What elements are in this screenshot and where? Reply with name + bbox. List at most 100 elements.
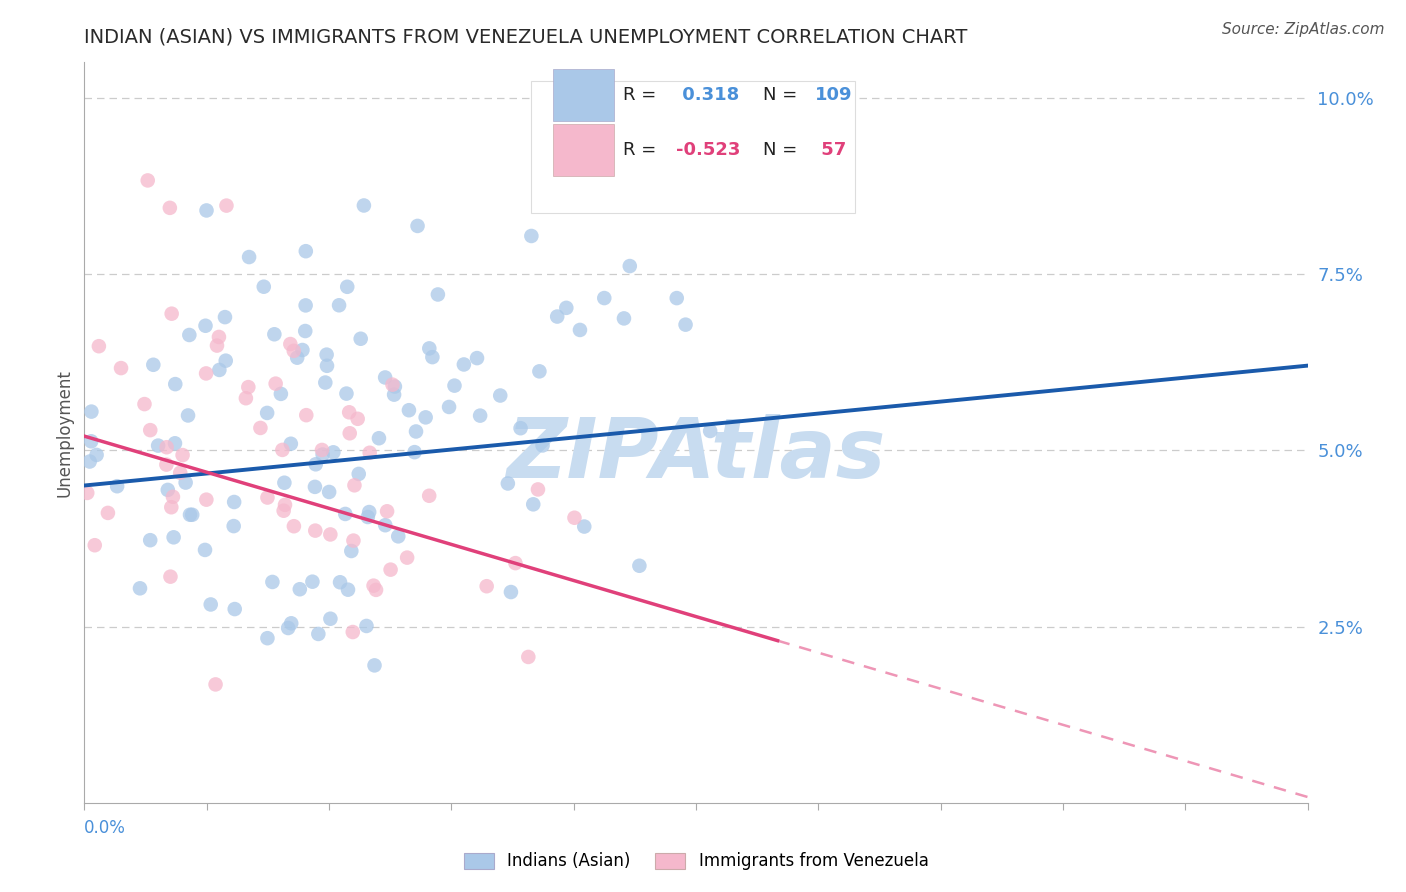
Point — [283, 519, 305, 533]
Point — [155, 458, 177, 472]
Point — [273, 475, 295, 490]
Point — [314, 376, 336, 390]
Point — [465, 351, 488, 365]
Point — [146, 439, 169, 453]
Point — [418, 342, 440, 356]
Point — [336, 280, 359, 294]
Point — [235, 391, 257, 405]
Point — [208, 330, 231, 344]
Point — [295, 244, 318, 259]
Point — [194, 318, 217, 333]
Point — [129, 582, 152, 596]
Point — [382, 387, 405, 401]
Point — [405, 425, 427, 439]
Point — [294, 298, 316, 312]
Point — [195, 367, 218, 381]
Point — [350, 332, 373, 346]
Point — [415, 410, 437, 425]
Point — [699, 424, 721, 438]
Point — [527, 483, 550, 497]
Point — [437, 400, 460, 414]
Point — [311, 442, 333, 457]
Point — [499, 585, 522, 599]
Point — [97, 506, 120, 520]
Point — [315, 348, 337, 362]
Point — [288, 582, 311, 597]
Point — [159, 201, 181, 215]
Point — [342, 533, 364, 548]
FancyBboxPatch shape — [553, 124, 614, 176]
Point — [340, 544, 363, 558]
Point — [468, 409, 491, 423]
Point — [319, 612, 342, 626]
Point — [520, 229, 543, 244]
Point — [346, 412, 368, 426]
Point — [285, 351, 308, 365]
Point — [295, 408, 318, 422]
FancyBboxPatch shape — [531, 81, 855, 212]
Point — [174, 475, 197, 490]
Text: N =: N = — [763, 86, 797, 104]
Point — [208, 363, 231, 377]
Point — [368, 431, 391, 445]
Point — [675, 318, 697, 332]
Point — [404, 445, 426, 459]
Text: R =: R = — [623, 141, 655, 159]
Point — [347, 467, 370, 481]
Point — [280, 616, 302, 631]
Point — [162, 530, 184, 544]
Point — [342, 625, 364, 640]
Point — [277, 621, 299, 635]
Point — [301, 574, 323, 589]
Point — [87, 339, 110, 353]
Point — [406, 219, 429, 233]
Point — [283, 343, 305, 358]
Point — [181, 508, 204, 522]
Point — [215, 198, 238, 212]
Point — [222, 519, 245, 533]
Point — [665, 291, 688, 305]
Point — [363, 658, 385, 673]
Point — [136, 173, 159, 187]
Point — [291, 343, 314, 357]
Text: 109: 109 — [814, 86, 852, 104]
Point — [204, 677, 226, 691]
Point — [224, 495, 246, 509]
Point — [353, 198, 375, 212]
Point — [169, 466, 191, 480]
Point — [453, 358, 475, 372]
Point — [162, 490, 184, 504]
Text: N =: N = — [763, 141, 797, 159]
Point — [337, 582, 360, 597]
Point — [443, 378, 465, 392]
Point — [546, 310, 568, 324]
Legend: Indians (Asian), Immigrants from Venezuela: Indians (Asian), Immigrants from Venezue… — [457, 846, 935, 877]
Point — [318, 485, 340, 500]
Point — [384, 379, 406, 393]
Point — [160, 500, 183, 515]
Point — [256, 491, 278, 505]
Point — [142, 358, 165, 372]
Point — [134, 397, 156, 411]
Point — [294, 324, 316, 338]
Point — [398, 403, 420, 417]
Point — [165, 377, 187, 392]
Point — [357, 510, 380, 524]
Point — [273, 504, 295, 518]
Point — [83, 538, 105, 552]
Point — [359, 505, 381, 519]
Text: ZIPAtlas: ZIPAtlas — [506, 414, 886, 495]
Point — [280, 337, 302, 351]
Point — [305, 458, 328, 472]
Text: R =: R = — [623, 86, 655, 104]
Point — [359, 446, 381, 460]
Text: 57: 57 — [814, 141, 846, 159]
Point — [311, 448, 333, 462]
Point — [418, 489, 440, 503]
Point — [262, 574, 284, 589]
Point — [80, 434, 103, 449]
Point — [363, 579, 385, 593]
Point — [86, 448, 108, 462]
Text: Source: ZipAtlas.com: Source: ZipAtlas.com — [1222, 22, 1385, 37]
Point — [280, 436, 302, 450]
